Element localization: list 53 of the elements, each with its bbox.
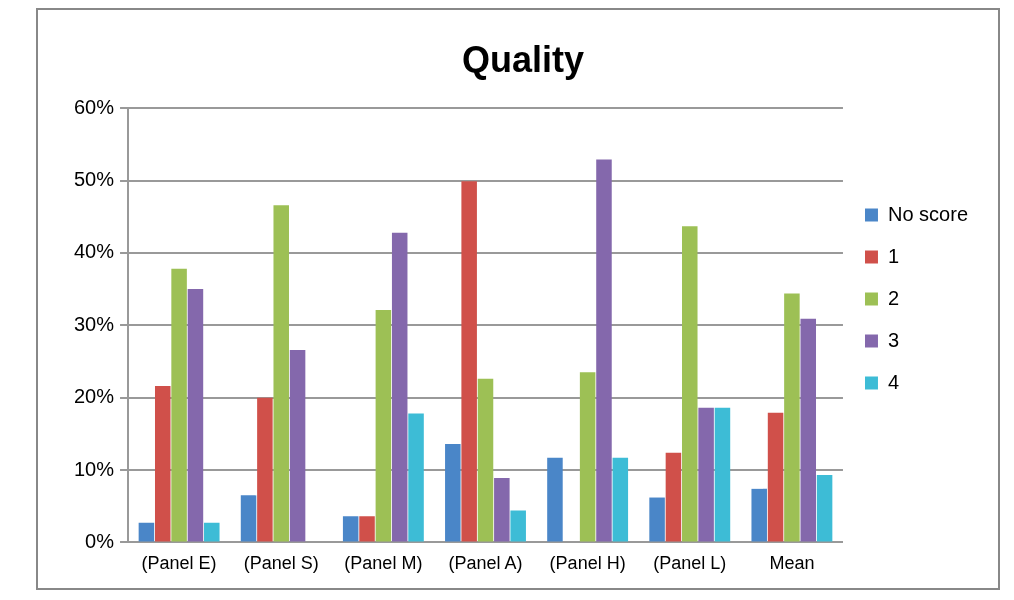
bar	[359, 516, 375, 542]
bar	[547, 457, 563, 542]
bar	[187, 289, 204, 542]
x-tick-label: (Panel M)	[344, 553, 423, 574]
x-tick-label: (Panel L)	[653, 553, 727, 574]
x-tick-label: (Panel S)	[243, 553, 319, 574]
bar	[408, 413, 424, 542]
bar	[154, 386, 171, 542]
bar	[289, 349, 306, 542]
bar	[800, 318, 817, 542]
bar	[461, 181, 477, 542]
legend-label: 3	[887, 328, 900, 351]
bar	[257, 397, 273, 542]
y-tick-label: 0%	[85, 529, 115, 552]
y-tick-label: 60%	[74, 95, 115, 118]
bar	[698, 407, 714, 542]
legend-label: 4	[887, 370, 900, 393]
bar	[375, 310, 392, 542]
chart-title: Quality	[461, 38, 585, 80]
bar	[445, 443, 461, 542]
y-tick-label: 10%	[74, 457, 115, 480]
bar	[682, 226, 698, 542]
bar	[510, 510, 526, 542]
bar	[596, 159, 612, 542]
bar	[784, 293, 800, 542]
x-tick-label: (Panel H)	[549, 553, 626, 574]
legend-label: 1	[887, 244, 900, 267]
bar	[665, 452, 682, 542]
x-tick-label: Mean	[769, 553, 815, 574]
bar	[767, 412, 784, 542]
legend-label: No score	[887, 202, 968, 225]
legend-label: 2	[887, 286, 900, 309]
bar	[342, 516, 359, 542]
y-tick-label: 40%	[74, 240, 115, 263]
bar	[391, 232, 408, 542]
x-tick-label: (Panel E)	[141, 553, 217, 574]
bar	[579, 372, 596, 542]
bar	[649, 497, 665, 542]
bar	[240, 495, 257, 542]
bar	[816, 475, 833, 542]
bar	[477, 378, 494, 542]
bar	[612, 457, 629, 542]
y-tick-label: 30%	[74, 312, 115, 335]
bar	[751, 488, 767, 542]
y-tick-label: 20%	[74, 385, 115, 408]
bar	[494, 477, 510, 542]
y-tick-label: 50%	[74, 168, 115, 191]
bar	[204, 522, 220, 542]
x-tick-label: (Panel A)	[448, 553, 523, 574]
bar	[714, 407, 731, 542]
bar	[138, 522, 155, 542]
bar	[273, 205, 289, 542]
bar	[171, 268, 187, 542]
